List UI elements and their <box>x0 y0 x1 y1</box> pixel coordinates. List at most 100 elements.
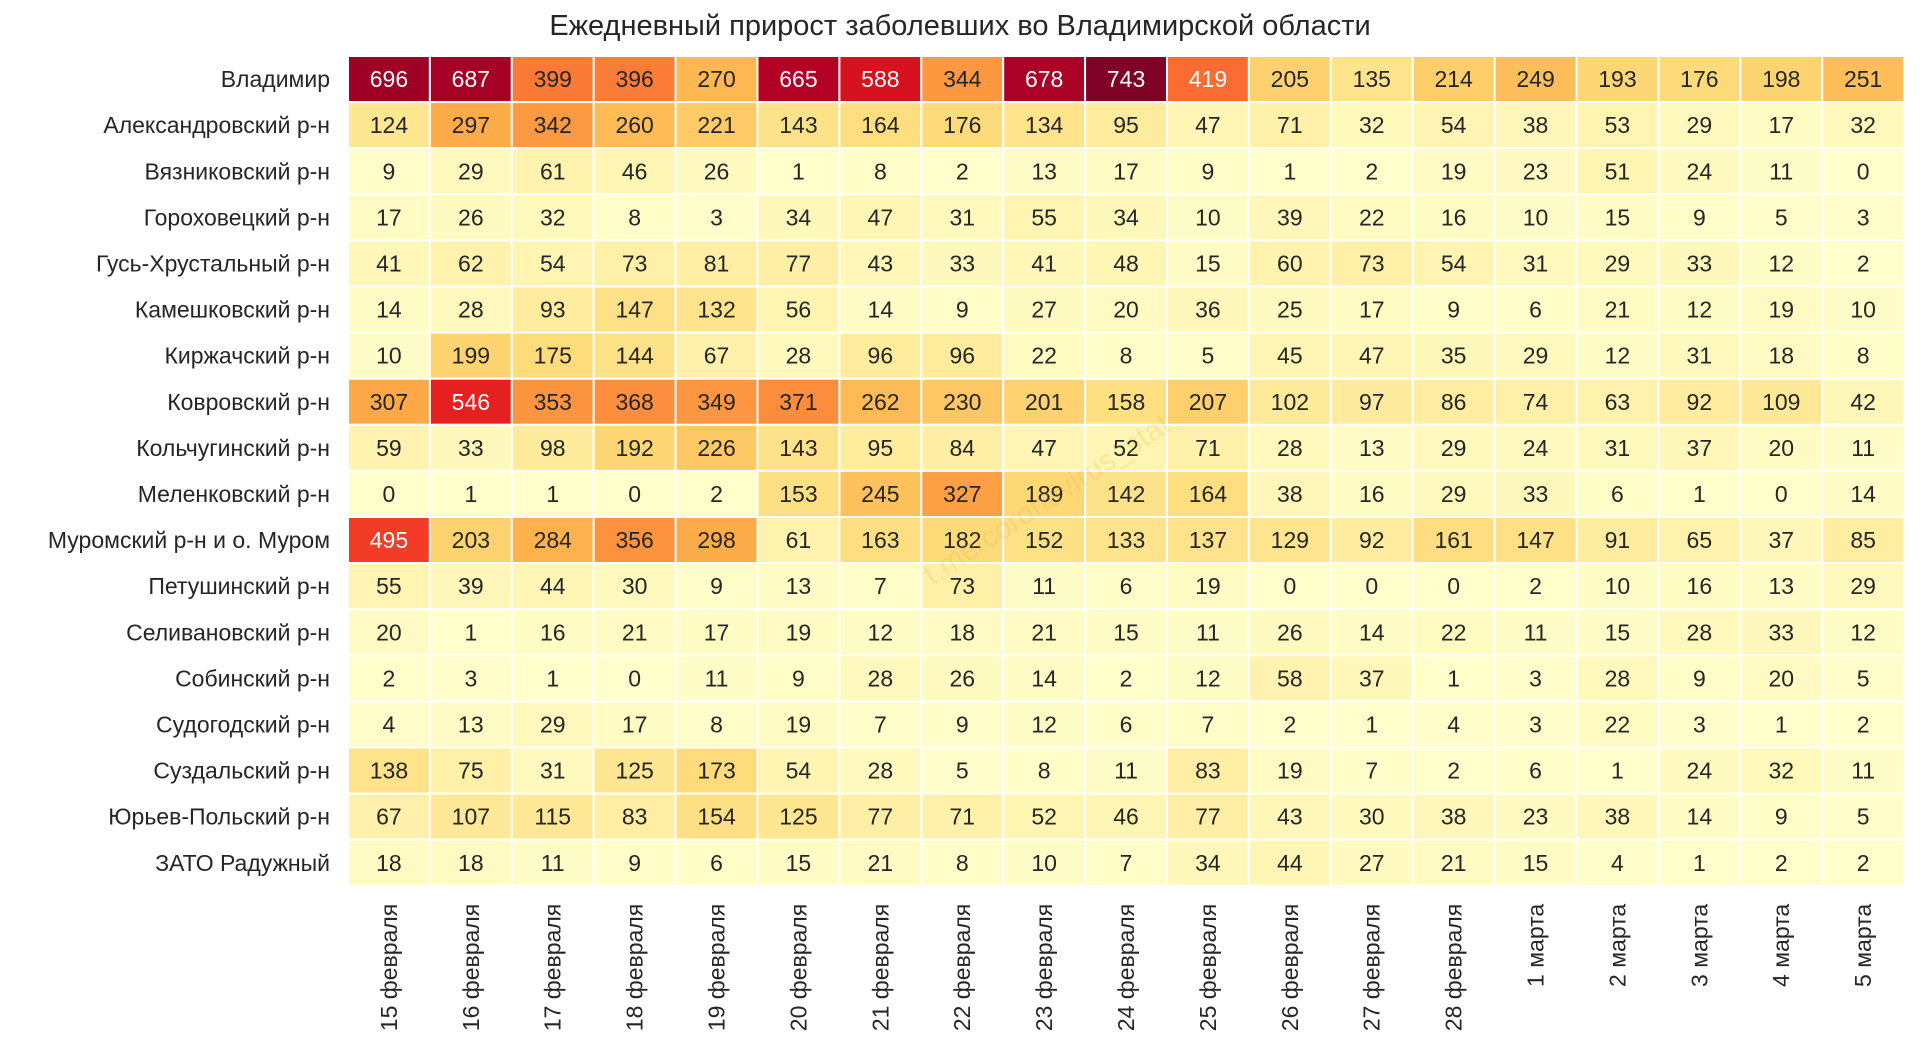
cell-value-label: 45 <box>1277 343 1303 369</box>
cell-value-label: 15 <box>1113 619 1139 645</box>
cell-value-label: 262 <box>861 389 899 415</box>
cell-value-label: 13 <box>1768 573 1794 599</box>
heatmap-cell <box>1247 608 1332 657</box>
cell-value-label: 147 <box>1516 527 1554 553</box>
cell-value-label: 3 <box>1693 711 1706 737</box>
cell-value-label: 63 <box>1605 389 1631 415</box>
heatmap-cell <box>428 55 513 104</box>
cell-value-label: 107 <box>452 804 490 830</box>
heatmap-cell <box>592 285 677 334</box>
cell-value-label: 665 <box>779 66 817 92</box>
cell-value-label: 48 <box>1113 250 1139 276</box>
cell-value-label: 0 <box>1447 573 1460 599</box>
cell-value-label: 4 <box>1447 711 1460 737</box>
cell-value-label: 154 <box>697 804 736 830</box>
cell-value-label: 3 <box>464 665 477 691</box>
cell-value-label: 83 <box>1195 758 1221 784</box>
column-label: 24 февраля <box>1113 904 1139 1031</box>
cell-value-label: 98 <box>540 435 566 461</box>
heatmap-cell <box>838 101 923 150</box>
heatmap-cell <box>1575 239 1660 288</box>
cell-value-label: 47 <box>1195 112 1221 138</box>
cell-value-label: 9 <box>956 297 969 323</box>
cell-value-label: 546 <box>452 389 490 415</box>
heatmap-cell <box>1084 654 1168 703</box>
cell-value-label: 142 <box>1107 481 1145 507</box>
heatmap-cell <box>1247 792 1332 841</box>
cell-value-label: 5 <box>1775 204 1788 230</box>
heatmap-cell <box>347 838 431 887</box>
cell-value-label: 152 <box>1025 527 1063 553</box>
cell-value-label: 14 <box>1359 619 1385 645</box>
heatmap-cell <box>428 239 513 288</box>
heatmap-cell <box>1657 700 1742 749</box>
cell-value-label: 12 <box>1195 665 1221 691</box>
cell-value-label: 8 <box>628 204 641 230</box>
cell-value-label: 307 <box>370 389 408 415</box>
heatmap-cell <box>1493 55 1578 104</box>
heatmap-cell <box>1821 239 1906 288</box>
cell-value-label: 192 <box>615 435 653 461</box>
cell-value-label: 687 <box>452 66 490 92</box>
heatmap-cell <box>1821 516 1906 565</box>
cell-value-label: 29 <box>1850 573 1876 599</box>
cell-value-label: 47 <box>1031 435 1057 461</box>
cell-value-label: 9 <box>1693 665 1706 691</box>
cell-value-label: 32 <box>540 204 566 230</box>
heatmap-cell <box>674 147 759 196</box>
heatmap-cell <box>510 562 595 611</box>
heatmap-cell <box>756 469 841 518</box>
column-label: 28 февраля <box>1441 904 1467 1031</box>
cell-value-label: 368 <box>615 389 653 415</box>
cell-value-label: 33 <box>1687 250 1713 276</box>
cell-value-label: 7 <box>1202 711 1215 737</box>
cell-value-label: 95 <box>1113 112 1139 138</box>
cell-value-label: 38 <box>1277 481 1303 507</box>
heatmap-cell <box>1493 792 1578 841</box>
heatmap-cell <box>920 838 1005 887</box>
heatmap-cell <box>1657 838 1742 887</box>
heatmap-cell <box>756 101 841 150</box>
cell-value-label: 138 <box>370 758 408 784</box>
cell-value-label: 1 <box>1693 850 1706 876</box>
column-label: 23 февраля <box>1031 904 1057 1031</box>
cell-value-label: 17 <box>1768 112 1794 138</box>
cell-value-label: 344 <box>943 66 982 92</box>
heatmap-cell <box>920 285 1005 334</box>
cell-value-label: 18 <box>949 619 975 645</box>
cell-value-label: 6 <box>1120 711 1133 737</box>
cell-value-label: 43 <box>868 250 894 276</box>
cell-value-label: 15 <box>1195 250 1221 276</box>
heatmap-cell <box>756 285 841 334</box>
cell-value-label: 17 <box>1359 297 1385 323</box>
heatmap-cell <box>1247 562 1332 611</box>
cell-value-label: 2 <box>1857 711 1870 737</box>
heatmap-cell <box>1739 147 1824 196</box>
cell-value-label: 3 <box>710 204 723 230</box>
heatmap-cell <box>1575 746 1660 795</box>
cell-value-label: 20 <box>1768 435 1794 461</box>
heatmap-cell <box>510 239 595 288</box>
heatmap-cell <box>1247 469 1332 518</box>
heatmap-cell <box>428 193 513 242</box>
cell-value-label: 342 <box>534 112 572 138</box>
cell-value-label: 25 <box>1277 297 1303 323</box>
cell-value-label: 26 <box>1277 619 1303 645</box>
heatmap-cell <box>1657 423 1742 472</box>
cell-value-label: 14 <box>868 297 894 323</box>
cell-value-label: 419 <box>1189 66 1227 92</box>
cell-value-label: 27 <box>1359 850 1385 876</box>
heatmap-cell <box>347 55 431 104</box>
cell-value-label: 221 <box>697 112 735 138</box>
cell-value-label: 73 <box>1359 250 1385 276</box>
cell-value-label: 71 <box>1195 435 1221 461</box>
cell-value-label: 24 <box>1687 758 1713 784</box>
cell-value-label: 8 <box>874 158 887 184</box>
heatmap-cell <box>1821 838 1906 887</box>
cell-value-label: 0 <box>628 481 641 507</box>
cell-value-label: 9 <box>1775 804 1788 830</box>
heatmap-cell <box>1247 331 1332 380</box>
cell-value-label: 230 <box>943 389 981 415</box>
cell-value-label: 205 <box>1271 66 1309 92</box>
heatmap-cell <box>838 700 923 749</box>
